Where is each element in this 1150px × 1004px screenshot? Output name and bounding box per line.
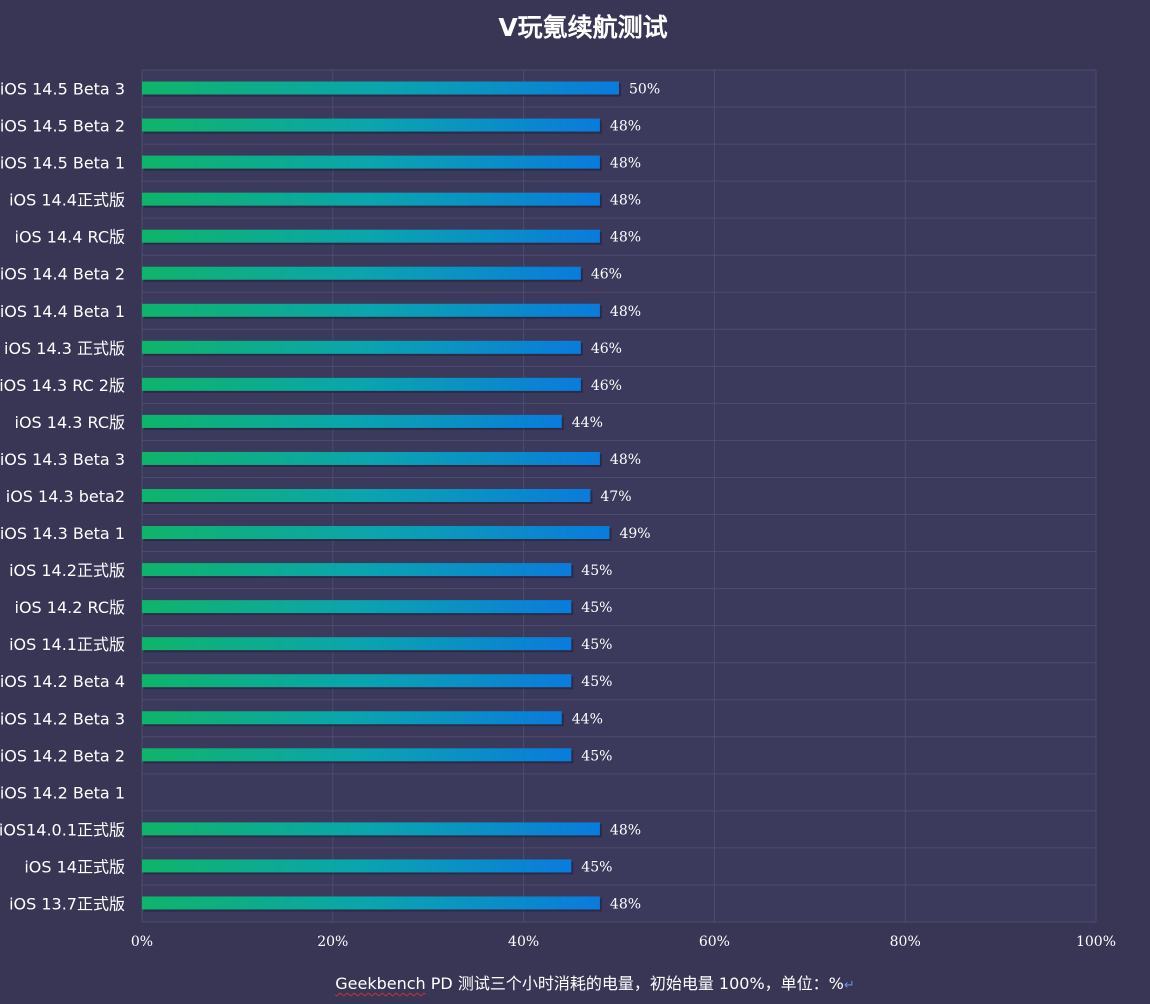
bar <box>142 340 581 354</box>
category-label: iOS 14正式版 <box>24 857 125 876</box>
bar-value-label: 48% <box>610 156 641 172</box>
bar <box>142 451 600 465</box>
bar <box>142 563 572 577</box>
chart-title: V玩氪续航测试 <box>498 13 668 42</box>
bar <box>142 303 600 317</box>
x-tick-label: 60% <box>699 934 730 950</box>
category-label: iOS 14.3 Beta 1 <box>0 524 125 543</box>
bar-value-label: 44% <box>572 415 603 431</box>
bar-value-label: 48% <box>610 896 641 912</box>
bar <box>142 155 600 169</box>
category-label: iOS 14.3 beta2 <box>6 487 125 506</box>
bar <box>142 526 610 540</box>
bar-value-label: 48% <box>610 304 641 320</box>
category-label: iOS 14.3 Beta 3 <box>0 450 125 469</box>
bar <box>142 118 600 132</box>
bar <box>142 896 600 910</box>
x-tick-label: 100% <box>1076 934 1116 950</box>
x-tick-label: 40% <box>508 934 539 950</box>
bar-value-label: 45% <box>581 674 612 690</box>
category-label: iOS 14.2 Beta 4 <box>0 672 125 691</box>
category-label: iOS 14.3 RC 2版 <box>0 376 125 395</box>
bar-value-label: 45% <box>581 748 612 764</box>
bar-value-label: 45% <box>581 600 612 616</box>
category-label: iOS 14.2 Beta 2 <box>0 746 125 765</box>
bar <box>142 822 600 836</box>
bar-value-label: 48% <box>610 119 641 135</box>
category-label: iOS 14.3 RC版 <box>15 413 126 432</box>
bar-value-label: 45% <box>581 859 612 875</box>
category-label: iOS 14.5 Beta 3 <box>0 80 125 99</box>
bar <box>142 600 572 614</box>
bar <box>142 414 562 428</box>
bar-value-label: 46% <box>591 267 622 283</box>
category-label: iOS 14.3 正式版 <box>4 339 125 358</box>
category-label: iOS 14.5 Beta 1 <box>0 154 125 173</box>
category-label: iOS 14.2 RC版 <box>15 598 126 617</box>
bar <box>142 748 572 762</box>
bar-value-label: 48% <box>610 452 641 468</box>
bar <box>142 489 591 502</box>
category-label: iOS 14.2 Beta 3 <box>0 709 125 728</box>
category-label: iOS 13.7正式版 <box>9 894 125 913</box>
bar-value-label: 45% <box>581 637 612 653</box>
x-tick-label: 20% <box>317 934 348 950</box>
category-label: iOS 14.4 Beta 2 <box>0 265 125 284</box>
bar <box>142 859 572 873</box>
bar <box>142 711 562 725</box>
bar <box>142 637 572 651</box>
bar-value-label: 46% <box>591 378 622 394</box>
bar-value-label: 44% <box>572 711 603 727</box>
bar-value-label: 49% <box>619 526 650 542</box>
category-label: iOS14.0.1正式版 <box>0 820 125 839</box>
bar-value-label: 48% <box>610 822 641 838</box>
return-mark-icon: ↵ <box>843 978 855 993</box>
chart-footnote: Geekbench PD 测试三个小时消耗的电量，初始电量 100%，单位：%↵ <box>0 970 1150 994</box>
bar-value-label: 48% <box>610 193 641 209</box>
bar <box>142 229 600 243</box>
x-tick-label: 0% <box>131 934 153 950</box>
bar-value-label: 50% <box>629 82 660 98</box>
category-label: iOS 14.1正式版 <box>9 635 125 654</box>
bar <box>142 266 581 280</box>
bar <box>142 377 581 391</box>
category-label: iOS 14.5 Beta 2 <box>0 117 125 136</box>
x-tick-label: 80% <box>890 934 921 950</box>
category-label: iOS 14.4 Beta 1 <box>0 302 125 321</box>
footnote-text: PD 测试三个小时消耗的电量，初始电量 100%，单位：% <box>425 974 844 993</box>
bar-value-label: 47% <box>600 489 631 505</box>
bar <box>142 674 572 688</box>
category-label: iOS 14.2正式版 <box>9 561 125 580</box>
category-label: iOS 14.2 Beta 1 <box>0 783 125 802</box>
bar-value-label: 46% <box>591 341 622 357</box>
bar <box>142 81 619 95</box>
bar-value-label: 45% <box>581 563 612 579</box>
footnote-brand: Geekbench <box>335 974 426 993</box>
bar-value-label: 48% <box>610 230 641 246</box>
category-label: iOS 14.4正式版 <box>9 191 125 210</box>
category-label: iOS 14.4 RC版 <box>15 228 126 247</box>
bar <box>142 192 600 206</box>
